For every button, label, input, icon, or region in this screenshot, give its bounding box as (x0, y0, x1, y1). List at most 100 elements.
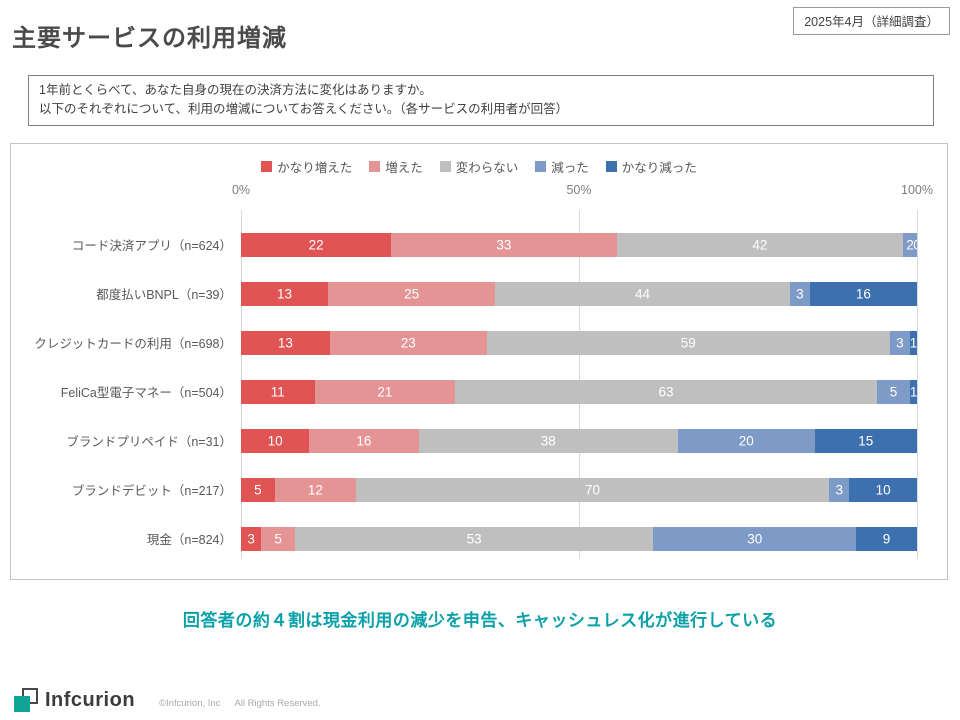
bar-segment: 16 (809, 281, 917, 306)
bar-segment: 21 (314, 379, 456, 404)
axis-tick-label: 0% (231, 183, 251, 197)
legend-swatch-icon (439, 160, 451, 172)
bar-value-label: 3 (796, 286, 804, 301)
bar-row: クレジットカードの利用（n=698） 13 23 59 3 1 (34, 318, 917, 367)
bar-value-label: 16 (855, 286, 871, 301)
key-insight-text: 回答者の約４割は現金利用の減少を申告、キャッシュレス化が進行している (182, 611, 778, 630)
bar-segment: 15 (814, 428, 917, 453)
bar-value-label: 38 (540, 433, 556, 448)
legend-swatch-icon (605, 160, 617, 172)
bar-segment: 5 (241, 477, 275, 502)
stacked-bar: 10 16 38 20 15 (241, 428, 917, 453)
bar-value-label: 3 (896, 335, 904, 350)
legend-item: 増えた (369, 157, 423, 176)
bar-value-label: 13 (277, 335, 293, 350)
bar-segment: 5 (876, 379, 911, 404)
legend-item: かなり減った (605, 157, 697, 176)
chart-plot-area: コード決済アプリ（n=624） 22 33 42 2 0 都度払いBNPL（n=39） 13 2… (34, 210, 918, 563)
copyright-company: ©Infcurion, Inc (159, 697, 221, 709)
copyright-text: ©Infcurion, Inc All Rights Reserved. (159, 692, 320, 709)
legend-label: 変わらない (455, 160, 519, 175)
bar-segment: 20 (678, 428, 815, 453)
category-label: ブランドプリペイド（n=31） (66, 435, 232, 449)
bar-segment: 11 (241, 379, 315, 404)
bar-segment: 2 (903, 232, 917, 257)
bar-value-label: 23 (400, 335, 416, 350)
category-label: 現金（n=824） (146, 533, 232, 547)
stacked-bar: 5 12 70 3 10 (241, 477, 917, 502)
bar-segment: 30 (653, 526, 857, 551)
bar-segment: 22 (241, 232, 392, 257)
bar-value-label: 15 (858, 433, 874, 448)
bar-segment: 16 (309, 428, 419, 453)
bar-value-label: 3 (247, 531, 255, 546)
bar-value-label: 16 (356, 433, 372, 448)
legend-item: 変わらない (439, 157, 519, 176)
bar-segment: 42 (616, 232, 904, 257)
category-label: FeliCa型電子マネー（n=504） (60, 386, 232, 400)
bar-segment: 63 (455, 379, 877, 404)
bar-value-label: 5 (254, 482, 262, 497)
copyright-rights: All Rights Reserved. (234, 697, 321, 709)
bar-value-label: 1 (909, 384, 917, 399)
bar-row: 都度払いBNPL（n=39） 13 25 44 3 16 (96, 269, 917, 318)
bar-value-label: 10 (267, 433, 283, 448)
bar-value-label: 30 (747, 531, 763, 546)
legend-item: 減った (535, 157, 589, 176)
bar-segment: 10 (241, 428, 310, 453)
bar-segment: 3 (829, 477, 850, 502)
bar-segment: 1 (909, 330, 917, 355)
legend-item: かなり増えた (261, 157, 352, 176)
chart-legend: かなり増えた 増えた 変わらない 減った かなり減った (11, 157, 947, 175)
bar-segment: 3 (789, 281, 810, 306)
stacked-bar: 13 25 44 3 16 (241, 281, 917, 306)
legend-swatch-icon (261, 160, 273, 172)
bar-segment: 44 (495, 281, 790, 306)
bar-value-label: 63 (658, 384, 674, 399)
category-label: クレジットカードの利用（n=698） (34, 337, 232, 351)
category-label: ブランドデビット（n=217） (71, 484, 232, 498)
gridline (917, 210, 918, 559)
bar-value-label: 33 (496, 237, 512, 252)
bar-segment: 3 (241, 526, 262, 551)
bar-value-label: 5 (274, 531, 282, 546)
legend-label: 増えた (385, 160, 423, 175)
bar-segment: 13 (241, 281, 328, 306)
bar-value-label: 70 (584, 482, 601, 497)
footer: Infcurion ©Infcurion, Inc All Rights Res… (14, 688, 321, 712)
bar-value-label: 11 (270, 384, 285, 399)
bar-value-label: 53 (466, 531, 482, 546)
bar-value-label: 9 (882, 531, 891, 546)
bar-value-label: 42 (752, 237, 768, 252)
bar-value-label: 0 (913, 237, 917, 252)
survey-question-line2: 以下のそれぞれについて、利用の増減についてお答えください。（各サービスの利用者が… (39, 101, 569, 116)
bar-segment: 70 (355, 477, 830, 502)
bar-value-label: 10 (875, 482, 891, 497)
bar-value-label: 59 (680, 335, 696, 350)
bar-value-label: 20 (738, 433, 754, 448)
bar-row: 現金（n=824） 3 5 53 30 9 (147, 514, 917, 563)
stacked-bar: 22 33 42 2 0 (241, 232, 917, 257)
bar-value-label: 21 (377, 384, 393, 399)
bar-value-label: 25 (404, 286, 420, 301)
category-label: コード決済アプリ（n=624） (71, 239, 232, 253)
bar-segment: 9 (856, 526, 917, 551)
bar-segment: 53 (295, 526, 654, 551)
bar-row: ブランドプリペイド（n=31） 10 16 38 20 15 (66, 416, 917, 465)
bar-row: コード決済アプリ（n=624） 22 33 42 2 0 (72, 220, 917, 269)
axis-tick-label: 50% (566, 183, 592, 197)
bar-value-label: 3 (835, 482, 843, 497)
bar-value-label: 2 (906, 237, 914, 252)
bar-segment: 12 (274, 477, 356, 502)
survey-question-line1: 1年前とくらべて、あなた自身の現在の決済方法に変化はありますか。 (39, 83, 432, 97)
bar-value-label: 12 (307, 482, 323, 497)
logo-wordmark: Infcurion (45, 688, 136, 711)
chart-x-axis: 0% 50% 100% (232, 183, 933, 199)
bar-value-label: 1 (909, 335, 917, 350)
bar-segment: 1 (909, 379, 917, 404)
bar-value-label: 44 (635, 286, 651, 301)
axis-tick-label: 100% (901, 183, 933, 197)
survey-date-badge: 2025年4月（詳細調査） (793, 7, 950, 35)
page-title: 主要サービスの利用増減 (12, 25, 287, 52)
